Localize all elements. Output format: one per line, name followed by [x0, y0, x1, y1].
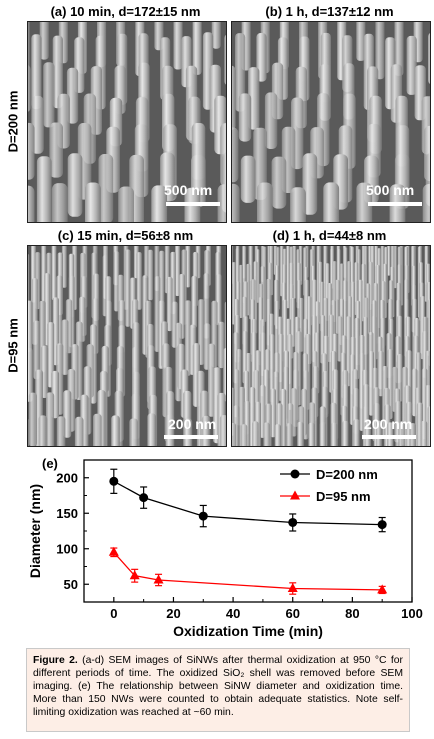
data-point-2 — [129, 570, 140, 580]
data-point-1 — [377, 520, 387, 530]
panel-b-title: (b) 1 h, d=137±12 nm — [265, 4, 394, 19]
scale-label-a: 500 nm — [164, 182, 213, 198]
row-label-bottom: D=95 nm — [5, 318, 21, 373]
data-point-1 — [139, 493, 149, 503]
figure-caption: Figure 2. (a-d) SEM images of SiNWs afte… — [26, 648, 410, 732]
legend-label: D=95 nm — [316, 489, 371, 504]
scale-label-c: 200 nm — [168, 416, 217, 432]
panel-d-title: (d) 1 h, d=44±8 nm — [272, 228, 387, 243]
panel-a-title: (a) 10 min, d=172±15 nm — [50, 4, 201, 19]
data-point-1 — [198, 511, 208, 521]
x-tick-label: 60 — [285, 606, 299, 621]
y-tick-label: 200 — [56, 470, 78, 485]
caption-text: (a-d) SEM images of SiNWs after thermal … — [33, 655, 403, 718]
data-point-2 — [287, 583, 298, 593]
y-tick-label: 150 — [56, 506, 78, 521]
x-tick-label: 100 — [401, 606, 423, 621]
sem-image-a: 500 nm — [27, 21, 227, 223]
legend-marker — [290, 469, 300, 479]
y-axis-label: Diameter (nm) — [27, 484, 43, 578]
legend-marker — [290, 490, 300, 500]
legend-label: D=200 nm — [316, 467, 378, 482]
y-tick-label: 100 — [56, 541, 78, 556]
x-tick-label: 40 — [226, 606, 240, 621]
x-tick-label: 80 — [345, 606, 359, 621]
series-line-2 — [113, 551, 383, 591]
scale-label-d: 200 nm — [364, 416, 413, 432]
x-tick-label: 20 — [166, 606, 180, 621]
scale-bar-c — [164, 435, 218, 439]
panel-e-label: (e) — [42, 456, 58, 471]
row-label-top: D=200 nm — [5, 90, 21, 153]
scale-bar-d — [362, 435, 416, 439]
x-axis-label: Oxidization Time (min) — [173, 623, 323, 639]
diameter-vs-time-chart: (e) 0 20 40 60 80 100 50 100 150 200 Oxidization Ti… — [27, 456, 423, 639]
sem-image-d: 200 nm — [231, 245, 431, 447]
data-point-2 — [108, 546, 119, 556]
data-point-1 — [109, 476, 119, 486]
sem-image-c: 200 nm — [27, 245, 227, 447]
data-point-1 — [288, 517, 298, 527]
scale-label-b: 500 nm — [366, 182, 415, 198]
y-tick-label: 50 — [64, 577, 78, 592]
scale-bar-a — [166, 202, 220, 206]
panel-c-title: (c) 15 min, d=56±8 nm — [57, 228, 194, 243]
sem-image-b: 500 nm — [231, 21, 431, 223]
x-tick-label: 0 — [110, 606, 117, 621]
caption-label: Figure 2. — [33, 655, 78, 666]
data-point-2 — [377, 584, 388, 594]
data-point-2 — [153, 574, 164, 584]
scale-bar-b — [368, 202, 422, 206]
chart-panel-e: (e) 0 20 40 60 80 100 50 100 150 200 Oxidization Ti… — [0, 452, 434, 642]
